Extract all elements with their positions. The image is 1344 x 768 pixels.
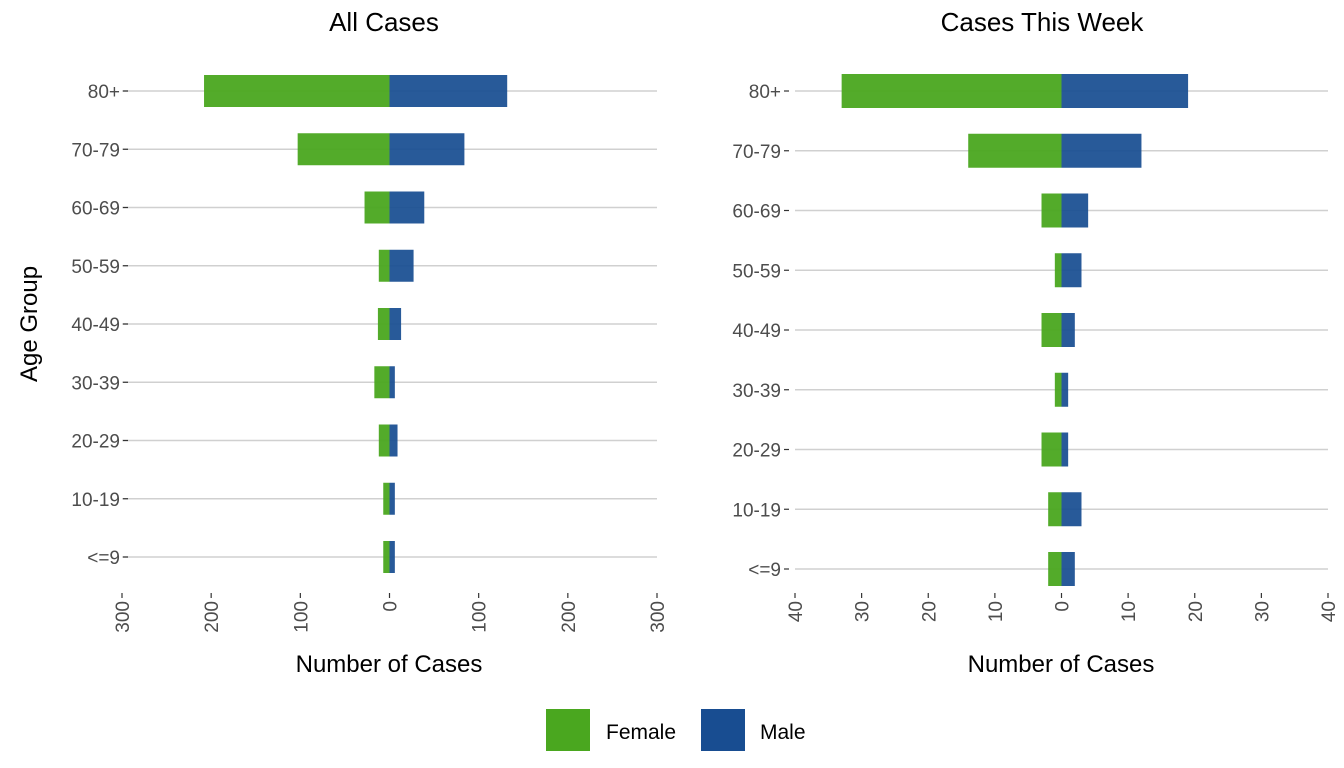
x-tick-label: 0 — [381, 601, 402, 612]
legend-label-male: Male — [760, 721, 806, 744]
bar-male — [1061, 193, 1089, 228]
y-tick-label: 50-59 — [71, 257, 120, 278]
bar-male — [389, 541, 395, 573]
bar-male — [1061, 552, 1075, 586]
y-tick-label: 30-39 — [71, 373, 120, 394]
y-tick-label: 40-49 — [71, 315, 120, 336]
x-axis-title: Number of Cases — [296, 651, 483, 678]
legend: Female Male — [546, 709, 806, 751]
bar-male — [1061, 432, 1069, 467]
y-tick-label: 10-19 — [71, 490, 120, 511]
x-tick-label: 100 — [470, 601, 491, 633]
x-axis: 40 30 20 10 0 10 20 30 40 — [786, 593, 1340, 622]
bar-female — [383, 482, 390, 515]
x-tick-label: 20 — [1186, 601, 1207, 622]
bar-male — [1061, 74, 1189, 108]
x-tick-label: 300 — [648, 601, 669, 633]
y-tick-label: 40-49 — [732, 321, 781, 342]
bar-male — [389, 133, 465, 166]
x-tick-label: 10 — [986, 601, 1007, 622]
bar-male — [1061, 313, 1075, 347]
bar-female — [1041, 313, 1062, 347]
bar-female — [968, 133, 1062, 168]
y-tick-label: 20-29 — [71, 432, 120, 453]
x-tick-label: 300 — [113, 601, 134, 633]
x-tick-label: 40 — [1319, 601, 1340, 622]
bars — [204, 75, 508, 573]
x-tick-label: 20 — [919, 601, 940, 622]
bar-female — [364, 191, 390, 224]
bar-male — [389, 308, 402, 340]
bar-male — [1061, 492, 1082, 527]
bar-male — [1061, 253, 1082, 288]
legend-label-female: Female — [606, 721, 676, 744]
x-tick-label: 200 — [559, 601, 580, 633]
y-tick-label: <=9 — [87, 548, 120, 569]
bar-female — [1041, 193, 1062, 228]
bars — [841, 74, 1189, 586]
y-tick-label: 80+ — [749, 82, 781, 103]
bar-male — [1061, 133, 1142, 168]
x-axis: 300 200 100 0 100 200 300 — [113, 593, 669, 633]
x-tick-label: 40 — [786, 601, 807, 622]
bar-female — [297, 133, 390, 166]
y-tick-label: 80+ — [88, 82, 120, 103]
x-tick-label: 200 — [202, 601, 223, 633]
x-tick-label: 0 — [1053, 601, 1074, 612]
y-tick-label: <=9 — [748, 560, 781, 581]
bar-male — [389, 482, 395, 515]
x-tick-label: 30 — [853, 601, 874, 622]
y-tick-label: 20-29 — [732, 441, 781, 462]
bar-female — [1054, 372, 1062, 407]
bar-female — [1041, 432, 1062, 467]
y-tick-label: 60-69 — [71, 199, 120, 220]
x-axis-title: Number of Cases — [968, 651, 1155, 678]
bar-female — [377, 308, 390, 340]
bar-female — [383, 541, 390, 573]
chart-title: Cases This Week — [941, 7, 1145, 37]
x-tick-label: 30 — [1252, 601, 1273, 622]
bar-male — [389, 191, 425, 224]
y-tick-label: 70-79 — [71, 140, 120, 161]
gridlines: <=9 10-19 20-29 30-39 40-49 50-59 60-69 70-79 80… — [71, 82, 657, 569]
bar-female — [1054, 253, 1062, 288]
bar-female — [374, 366, 390, 399]
y-axis-title: Age Group — [16, 266, 43, 382]
x-tick-label: 10 — [1119, 601, 1140, 622]
y-tick-label: 60-69 — [732, 202, 781, 223]
bar-male — [389, 75, 508, 107]
y-tick-label: 70-79 — [732, 142, 781, 163]
y-tick-label: 50-59 — [732, 261, 781, 282]
y-tick-label: 30-39 — [732, 381, 781, 402]
bar-male — [1061, 372, 1069, 407]
legend-swatch-male — [701, 709, 745, 751]
chart-title: All Cases — [329, 7, 439, 37]
bar-male — [389, 249, 414, 282]
bar-male — [389, 366, 395, 399]
bar-female — [204, 75, 390, 107]
bar-female — [841, 74, 1062, 108]
bar-female — [378, 249, 390, 282]
y-tick-label: 10-19 — [732, 500, 781, 521]
panel-cases-this-week: Cases This Week Number of Cases <=9 10-19… — [732, 7, 1340, 678]
bar-female — [1048, 552, 1062, 586]
bar-female — [1048, 492, 1062, 527]
bar-female — [378, 424, 390, 457]
legend-swatch-female — [546, 709, 590, 751]
panel-all-cases: All Cases Age Group Number of Cases <=9 1… — [16, 7, 669, 678]
bar-male — [389, 424, 398, 457]
x-tick-label: 100 — [291, 601, 312, 633]
